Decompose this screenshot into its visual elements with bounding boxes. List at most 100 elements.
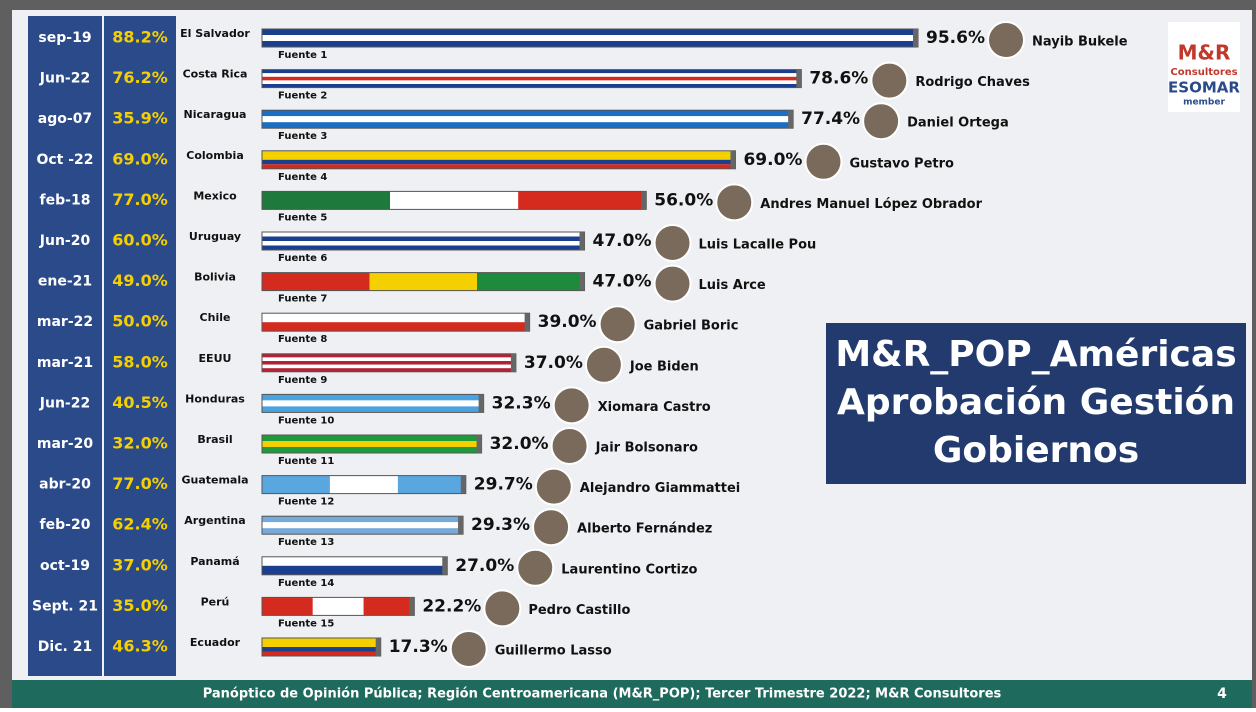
date-label: oct-19 [40,558,90,574]
date-label: Jun-22 [39,395,90,411]
source-label: Fuente 15 [278,618,334,629]
bar [262,232,585,250]
bar-cap [913,29,918,47]
category-label: Costa Rica [183,68,248,81]
category-label: Nicaragua [184,108,247,121]
leader-photo [805,144,841,180]
bar [262,191,646,209]
value-label: 27.0% [455,556,514,576]
category-label: Colombia [186,149,244,162]
source-label: Fuente 2 [278,91,327,102]
bar-stripe [262,557,447,566]
leader-photo [655,225,691,261]
leader-photo [586,347,622,383]
bar-stripe [262,394,484,400]
bar-stripe [262,400,484,406]
leader-photo [533,509,569,545]
leader-name: Alejandro Giammattei [580,481,740,496]
bar-stripe [262,151,735,156]
bar [262,273,585,291]
category-label: Guatemala [181,474,248,487]
source-label: Fuente 4 [278,172,327,183]
leader-photo [863,103,899,139]
category-label: Panamá [190,555,239,568]
bar-stripe [262,313,530,322]
bar-stripe [262,441,482,447]
category-label: Uruguay [189,230,241,243]
bar-stripe [370,273,478,291]
bar-stripe [262,368,516,372]
bar-stripe [262,77,801,81]
bar-cap [458,516,463,534]
bar-stripe [262,110,793,116]
leader-photo [988,22,1024,58]
date-label: sep-19 [38,30,91,46]
logo-assoc-sub: member [1183,98,1225,108]
bar-stripe [477,273,585,291]
chart-title: M&R_POP_Américas [835,334,1236,375]
bar-cap [409,597,414,615]
leader-photo [655,266,691,302]
category-label: Mexico [193,189,237,202]
bar-stripe [262,643,381,648]
bar [262,597,414,615]
bar-stripe [398,476,466,494]
bar-stripe [518,191,646,209]
date-label: feb-20 [40,517,91,533]
date-label: Jun-20 [39,233,91,249]
bar-stripe [262,361,516,365]
bar-cap [461,476,466,494]
bar [262,110,793,128]
leader-photo [552,428,588,464]
bar-stripe [262,246,585,251]
value-label: 32.0% [490,434,549,454]
leader-name: Laurentino Cortizo [561,562,697,577]
value-label: 17.3% [389,637,448,657]
bar [262,638,381,656]
value-label: 29.7% [474,475,533,495]
source-label: Fuente 11 [278,456,334,467]
initial-value: 32.0% [112,434,168,453]
bar-cap [442,557,447,575]
value-label: 22.2% [422,596,481,616]
bar [262,313,530,331]
category-label: Bolivia [194,271,236,284]
bar-stripe [364,597,415,615]
value-label: 56.0% [654,190,713,210]
bar-stripe [262,116,793,122]
bar [262,435,482,453]
bar-stripe [262,84,801,88]
logo-sub: Consultores [1170,67,1237,78]
source-label: Fuente 10 [278,415,334,426]
bar-cap [730,151,735,169]
value-label: 32.3% [492,393,551,413]
bar-cap [580,273,585,291]
bar-stripe [262,357,516,361]
bar-cap [525,313,530,331]
page-number: 4 [1217,686,1227,702]
bar [262,70,801,88]
bar-stripe [262,41,918,47]
initial-value: 37.0% [112,555,168,574]
source-label: Fuente 6 [278,253,327,264]
leader-photo [716,184,752,220]
bar-cap [641,191,646,209]
chart-title: Gobiernos [933,430,1139,471]
date-label: Sept. 21 [32,598,98,614]
bar-cap [580,232,585,250]
bar-cap [511,354,516,372]
source-label: Fuente 8 [278,334,327,345]
value-label: 37.0% [524,353,583,373]
date-label: Oct -22 [36,152,93,168]
leader-photo [451,631,487,667]
bar-stripe [262,516,463,522]
date-label: mar-21 [37,355,93,371]
category-label: EEUU [199,352,232,365]
bar-stripe [262,232,585,237]
bar [262,354,516,372]
initial-value: 69.0% [112,149,168,168]
value-label: 69.0% [743,150,802,170]
leader-photo [871,63,907,99]
bar-stripe [262,160,735,165]
value-label: 47.0% [593,231,652,251]
